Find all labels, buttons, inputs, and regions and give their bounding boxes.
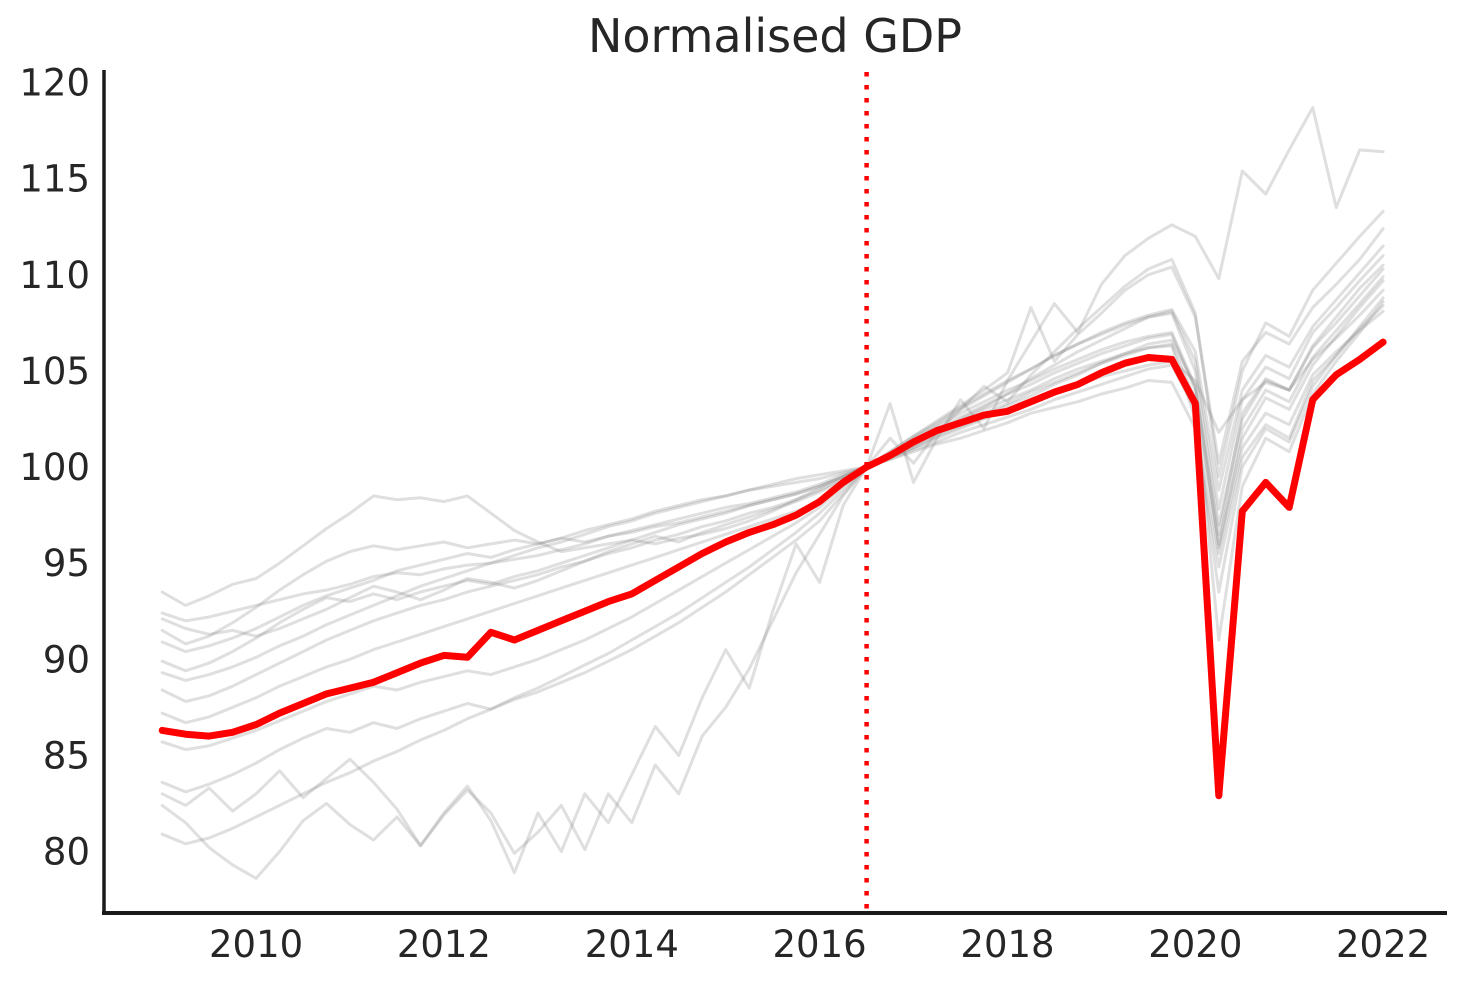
y-tick-label-90: 90 [43, 638, 90, 681]
background-series-line-11 [160, 279, 1385, 794]
x-tick-label-2018: 2018 [960, 923, 1054, 966]
background-series-line-12 [160, 209, 1385, 880]
highlight-series-line [158, 338, 1387, 800]
background-series-line-14 [160, 263, 1385, 846]
y-tick-label-110: 110 [19, 254, 90, 297]
x-tick-label-2020: 2020 [1148, 923, 1242, 966]
x-axis-tick-labels: 2010 2012 2014 2016 2018 2020 2022 [209, 923, 1430, 966]
y-tick-label-115: 115 [19, 158, 90, 201]
background-series-line-1 [160, 304, 1385, 607]
y-tick-label-100: 100 [19, 446, 90, 489]
background-series-line-6 [160, 300, 1385, 673]
x-tick-label-2012: 2012 [397, 923, 491, 966]
y-axis-tick-labels: 80 85 90 95 100 105 110 115 120 [19, 62, 90, 874]
y-tick-label-85: 85 [43, 734, 90, 777]
x-tick-label-2022: 2022 [1336, 923, 1430, 966]
background-series-line-3 [160, 254, 1385, 638]
background-series-line-13 [160, 106, 1385, 875]
background-series-line-7 [160, 244, 1385, 682]
chart-title: Normalised GDP [588, 9, 962, 63]
x-tick-label-2016: 2016 [773, 923, 867, 966]
background-series-line-2 [160, 267, 1385, 623]
x-tick-label-2010: 2010 [209, 923, 303, 966]
y-tick-label-120: 120 [19, 62, 90, 105]
x-tick-label-2014: 2014 [585, 923, 679, 966]
background-series-line-5 [160, 227, 1385, 654]
y-tick-label-80: 80 [43, 831, 90, 874]
background-series-line-10 [160, 275, 1385, 752]
axes-group [102, 70, 1447, 915]
highlight-series-group [158, 338, 1387, 800]
y-tick-label-105: 105 [19, 350, 90, 393]
y-tick-label-95: 95 [43, 542, 90, 585]
background-series-group [160, 106, 1385, 880]
